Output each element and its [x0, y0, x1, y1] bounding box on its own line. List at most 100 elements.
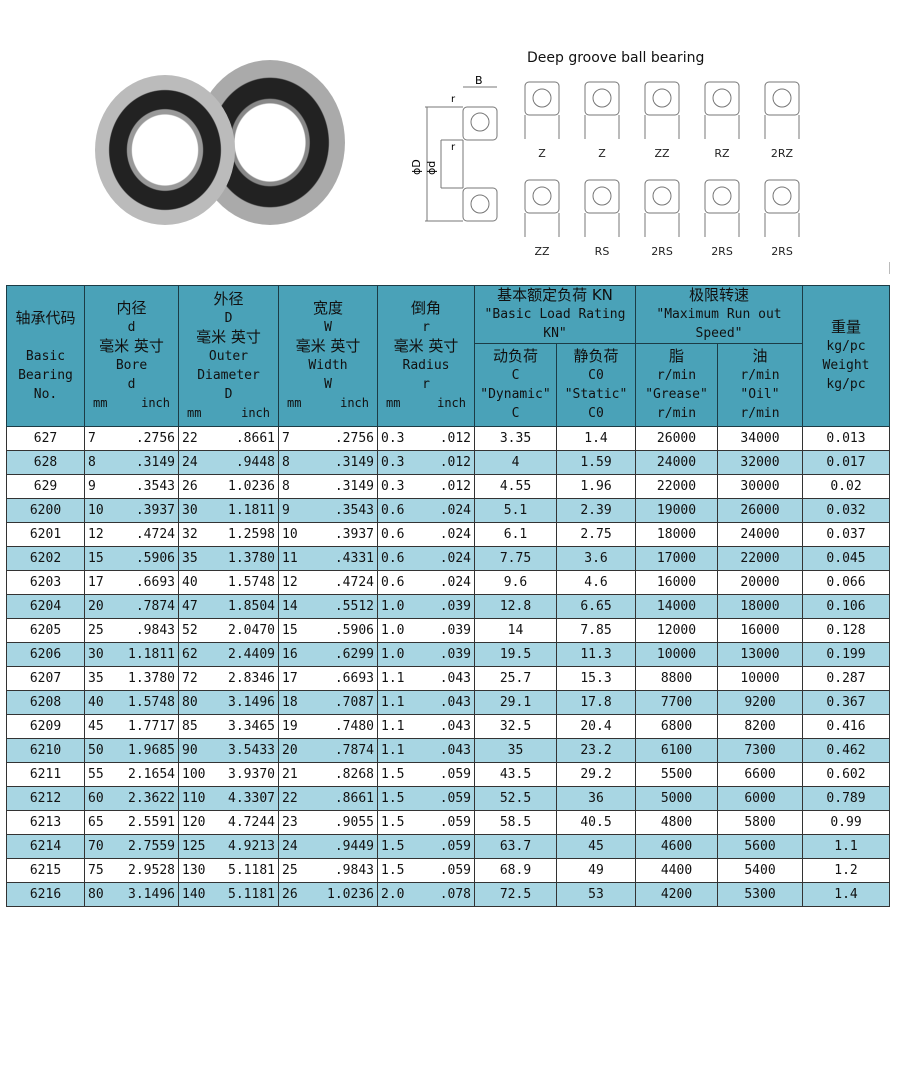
cell-weight: 0.99: [802, 810, 890, 835]
cell-weight: 0.789: [802, 786, 890, 811]
cell-grease-speed: 17000: [635, 546, 718, 571]
header-dynamic: 动负荷 C "Dynamic" C: [474, 343, 557, 427]
header-en: "Static": [564, 387, 628, 402]
cell-bore: 25 .9843: [84, 618, 179, 643]
header-cn: 倒角: [410, 299, 441, 317]
cell-bearing-no: 6200: [6, 498, 85, 523]
bearing-spec-table: 轴承代码 Basic Bearing No. 内径 d 毫米 英寸 Bore d…: [6, 285, 890, 907]
value-inch: 2.4409: [228, 647, 275, 662]
cell-weight: 0.462: [802, 738, 890, 763]
cell-dynamic-load: 4: [474, 450, 557, 475]
value-inch: .024: [439, 527, 471, 542]
value-mm: 120: [182, 815, 206, 830]
cell-outer-diameter: 26 1.0236: [178, 474, 279, 499]
table-row: 6201 12 .4724 32 1.2598 10 .3937 0.6 .024 6.1 2.75…: [6, 522, 890, 547]
value-inch: 4.3307: [228, 791, 275, 806]
value-mm: 30: [182, 503, 198, 518]
cell-weight: 0.066: [802, 570, 890, 595]
header-unit-cn: 毫米 英寸: [393, 337, 459, 355]
value-mm: 85: [182, 719, 198, 734]
cell-outer-diameter: 62 2.4409: [178, 642, 279, 667]
cell-outer-diameter: 32 1.2598: [178, 522, 279, 547]
value-mm: 125: [182, 839, 206, 854]
cell-radius: 0.3 .012: [377, 450, 475, 475]
value-mm: 47: [182, 599, 198, 614]
cell-width: 23 .9055: [278, 810, 378, 835]
cell-bore: 9 .3543: [84, 474, 179, 499]
ball-icon: [772, 186, 792, 206]
value-mm: 22: [282, 791, 298, 806]
ball-icon: [652, 88, 672, 108]
header-radius: 倒角 r 毫米 英寸 Radius r mm inch: [377, 285, 475, 427]
header-unit: r/min: [656, 368, 697, 383]
header-inch: inch: [241, 405, 270, 420]
cell-dynamic-load: 68.9: [474, 858, 557, 883]
cell-weight: 0.416: [802, 714, 890, 739]
value-mm: 75: [88, 863, 104, 878]
variant-label: ZZ: [534, 245, 550, 258]
cell-dynamic-load: 6.1: [474, 522, 557, 547]
cell-grease-speed: 19000: [635, 498, 718, 523]
cell-static-load: 20.4: [556, 714, 636, 739]
value-mm: 12: [88, 527, 104, 542]
variant-outline: [524, 213, 560, 237]
cell-outer-diameter: 130 5.1181: [178, 858, 279, 883]
header-en: Width: [308, 358, 348, 373]
variant-label: RZ: [714, 147, 730, 160]
bearing-photo: [90, 55, 360, 230]
cell-oil-speed: 6600: [717, 762, 803, 787]
value-inch: .059: [439, 791, 471, 806]
dim-r-label: r: [451, 94, 456, 105]
cell-bearing-no: 6214: [6, 834, 85, 859]
bearing-variant-section: [644, 81, 680, 116]
value-mm: 9: [282, 503, 290, 518]
cell-width: 26 1.0236: [278, 882, 378, 907]
cell-oil-speed: 16000: [717, 618, 803, 643]
table-row: 6212 60 2.3622 110 4.3307 22 .8661 1.5 .059 52.5 3…: [6, 786, 890, 811]
value-mm: 1.5: [381, 791, 405, 806]
cell-grease-speed: 8800: [635, 666, 718, 691]
cell-weight: 0.128: [802, 618, 890, 643]
cell-width: 21 .8268: [278, 762, 378, 787]
header-inch: inch: [437, 396, 466, 410]
bearing-variant-section: [764, 179, 800, 214]
value-mm: 20: [282, 743, 298, 758]
value-mm: 45: [88, 719, 104, 734]
cell-bore: 70 2.7559: [84, 834, 179, 859]
header-mm: mm: [93, 396, 108, 410]
cell-weight: 0.02: [802, 474, 890, 499]
cell-static-load: 7.85: [556, 618, 636, 643]
cell-oil-speed: 22000: [717, 546, 803, 571]
cell-dynamic-load: 43.5: [474, 762, 557, 787]
header-max-speed: 极限转速 "Maximum Run out Speed": [635, 285, 803, 344]
value-mm: 72: [182, 671, 198, 686]
value-mm: 0.3: [381, 455, 405, 470]
cell-weight: 0.017: [802, 450, 890, 475]
cell-oil-speed: 5600: [717, 834, 803, 859]
value-inch: 3.1496: [228, 695, 275, 710]
variant-outline: [644, 115, 680, 139]
cell-bore: 75 2.9528: [84, 858, 179, 883]
cell-oil-speed: 18000: [717, 594, 803, 619]
header-sym: r: [422, 320, 430, 335]
value-mm: 130: [182, 863, 206, 878]
value-mm: 1.1: [381, 719, 405, 734]
value-inch: .078: [439, 887, 471, 902]
cell-static-load: 17.8: [556, 690, 636, 715]
value-inch: .5906: [135, 551, 175, 566]
value-inch: 2.7559: [128, 839, 175, 854]
table-row: 627 7.2756 22.8661 7.2756 0.3.012 3.35 1.4 2600…: [6, 426, 890, 451]
value-inch: 1.3780: [228, 551, 275, 566]
header-en: Bearing: [18, 367, 73, 383]
variant-label: 2RS: [651, 245, 673, 258]
dim-r2-label: r: [451, 142, 456, 153]
value-mm: 1.0: [381, 599, 405, 614]
cell-static-load: 11.3: [556, 642, 636, 667]
value-inch: .3543: [334, 503, 374, 518]
value-inch: .059: [439, 839, 471, 854]
value-mm: 65: [88, 815, 104, 830]
value-inch: 1.2598: [228, 527, 275, 542]
value-mm: 0.6: [381, 527, 405, 542]
value-inch: .6299: [334, 647, 374, 662]
value-inch: .059: [439, 815, 471, 830]
